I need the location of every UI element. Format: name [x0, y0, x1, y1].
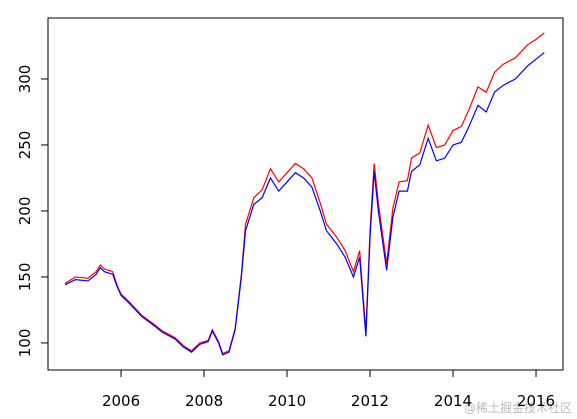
x-tick-label: 2012	[351, 392, 389, 410]
y-tick-label: 300	[16, 65, 34, 94]
watermark: @稀土掘金技术社区	[464, 400, 572, 415]
x-tick-label: 2010	[268, 392, 306, 410]
series-line	[64, 32, 545, 355]
x-tick-label: 2014	[434, 392, 472, 410]
y-tick-label: 200	[16, 197, 34, 226]
x-tick-label: 2008	[185, 392, 223, 410]
y-tick-label: 100	[16, 329, 34, 358]
series-line	[64, 52, 545, 356]
y-tick-label: 250	[16, 131, 34, 160]
x-tick-label: 2006	[102, 392, 140, 410]
plot-frame	[47, 17, 564, 371]
y-tick-label: 150	[16, 263, 34, 292]
x-tick-label: 2016	[517, 392, 555, 410]
